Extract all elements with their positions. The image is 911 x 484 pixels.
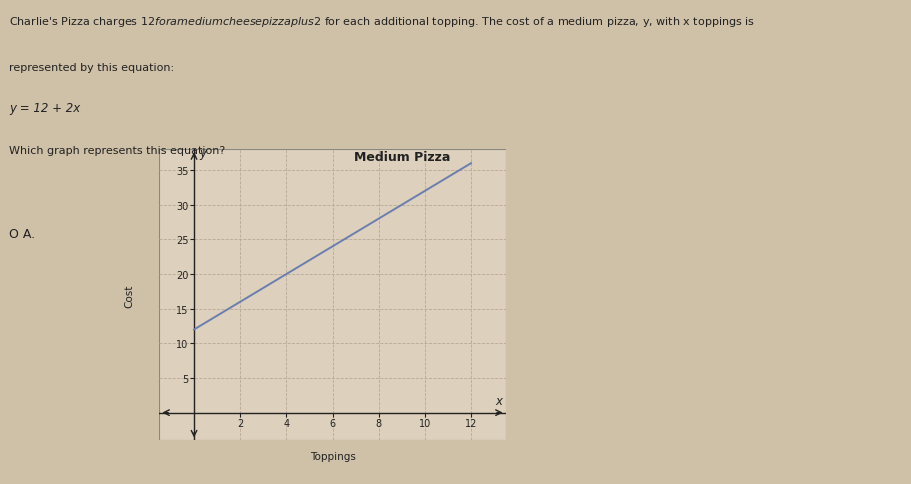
Text: Toppings: Toppings — [310, 451, 355, 461]
Text: y: y — [200, 147, 207, 160]
Text: Which graph represents this equation?: Which graph represents this equation? — [9, 145, 225, 155]
Text: Cost: Cost — [125, 284, 135, 307]
Text: y = 12 + 2x: y = 12 + 2x — [9, 102, 80, 115]
Text: Charlie's Pizza charges $12 for a medium cheese pizza plus $2 for each additiona: Charlie's Pizza charges $12 for a medium… — [9, 15, 755, 29]
Text: Medium Pizza: Medium Pizza — [353, 151, 450, 164]
Text: represented by this equation:: represented by this equation: — [9, 63, 174, 73]
Text: x: x — [496, 394, 502, 408]
Text: O A.: O A. — [9, 227, 36, 241]
